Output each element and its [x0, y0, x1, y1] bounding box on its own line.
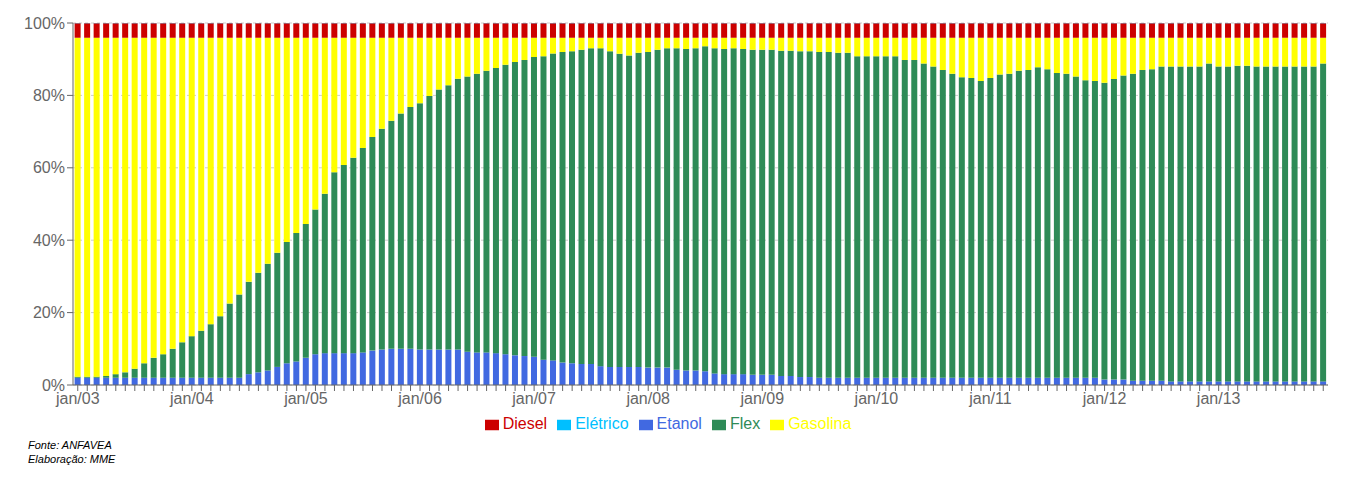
html-text:Fonte: ANFAVEA Elaboração: MME: Fonte: ANFAVEA Elaboração: MME: [28, 439, 116, 465]
svg-text:jan/11: jan/11: [968, 390, 1012, 407]
html-text:Flex: Flex: [729, 415, 761, 432]
html-text:Etanol: Etanol: [656, 415, 702, 432]
svg-text:jan/13: jan/13: [1196, 390, 1241, 407]
html-text:Elétrico: Elétrico: [575, 415, 629, 432]
svg-text:jan/03: jan/03: [56, 390, 100, 408]
svg-text:jan/04: jan/04: [169, 390, 214, 407]
svg-text:jan/07: jan/07: [511, 390, 556, 407]
svg-text:jan/09: jan/09: [740, 390, 785, 407]
html-text:Gasolina: Gasolina: [788, 415, 852, 432]
svg-text:0%: 0%: [42, 377, 65, 394]
html-text:Diesel: Diesel: [502, 415, 548, 432]
svg-text:20%: 20%: [33, 304, 65, 321]
svg-text:jan/06: jan/06: [397, 390, 442, 407]
svg-text:60%: 60%: [33, 159, 65, 176]
svg-text:jan/08: jan/08: [625, 390, 670, 407]
svg-text:jan/05: jan/05: [283, 390, 328, 407]
svg-text:40%: 40%: [33, 232, 65, 249]
svg-text:jan/12: jan/12: [1082, 390, 1127, 407]
svg-text:jan/10: jan/10: [854, 390, 899, 407]
svg-text:100%: 100%: [24, 15, 65, 32]
svg-text:80%: 80%: [33, 87, 65, 104]
